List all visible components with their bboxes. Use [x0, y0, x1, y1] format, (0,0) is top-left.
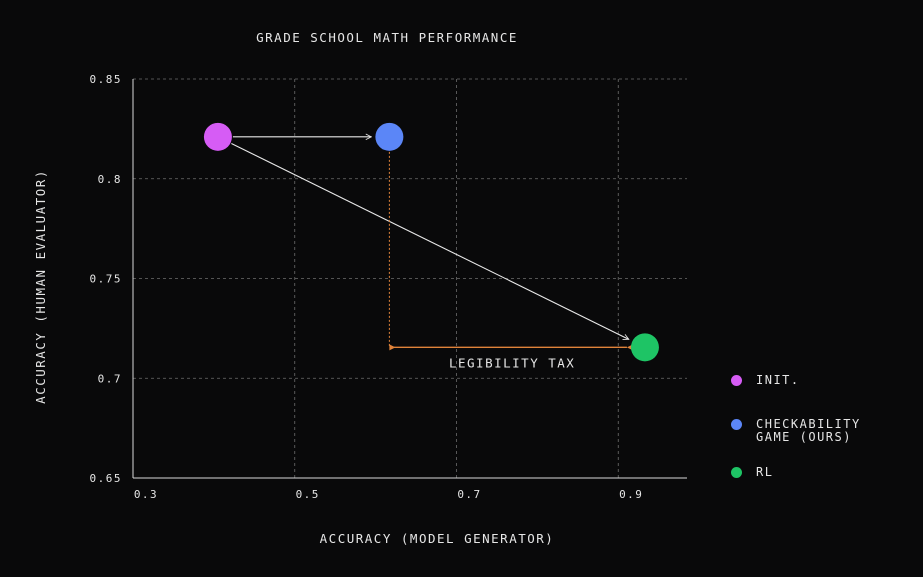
- data-point-init: [203, 122, 232, 151]
- y-tick-label: 0.65: [90, 472, 123, 485]
- y-tick-label: 0.75: [90, 273, 123, 286]
- legend-item-rl: RL: [731, 466, 773, 479]
- y-axis-label: ACCURACY (HUMAN EVALUATOR): [33, 169, 48, 404]
- legend-marker-rl: [731, 467, 742, 478]
- legend-marker-checkability-game: [731, 419, 742, 430]
- y-tick-label: 0.85: [90, 73, 123, 86]
- y-tick-label: 0.8: [98, 173, 122, 186]
- legend-label-line-2: GAME (OURS): [756, 430, 852, 444]
- legend-label-init: INIT.: [756, 373, 800, 387]
- y-tick-label: 0.7: [98, 372, 122, 385]
- legend-label-line-1: CHECKABILITY: [756, 417, 861, 431]
- x-tick-label: 0.7: [457, 488, 481, 501]
- data-point-rl: [630, 333, 659, 362]
- legend-item-checkability-game: CHECKABILITY GAME (OURS): [731, 418, 861, 444]
- legend-marker-init: [731, 375, 742, 386]
- legend-label-rl: RL: [756, 465, 774, 479]
- chart-title: GRADE SCHOOL MATH PERFORMANCE: [256, 30, 518, 45]
- x-axis-label: ACCURACY (MODEL GENERATOR): [320, 531, 555, 546]
- annotation-arrow: [231, 142, 628, 340]
- legibility-tax-label: LEGIBILITY TAX: [449, 355, 575, 370]
- x-tick-label: 0.5: [296, 488, 320, 501]
- legend-item-init: INIT.: [731, 374, 800, 387]
- legend-label-checkability-game: CHECKABILITY GAME (OURS): [756, 418, 861, 444]
- data-point-checkability-game: [375, 122, 404, 151]
- legibility-tax-start-marker: [389, 344, 396, 351]
- x-tick-label: 0.3: [134, 488, 158, 501]
- x-tick-label: 0.9: [619, 488, 643, 501]
